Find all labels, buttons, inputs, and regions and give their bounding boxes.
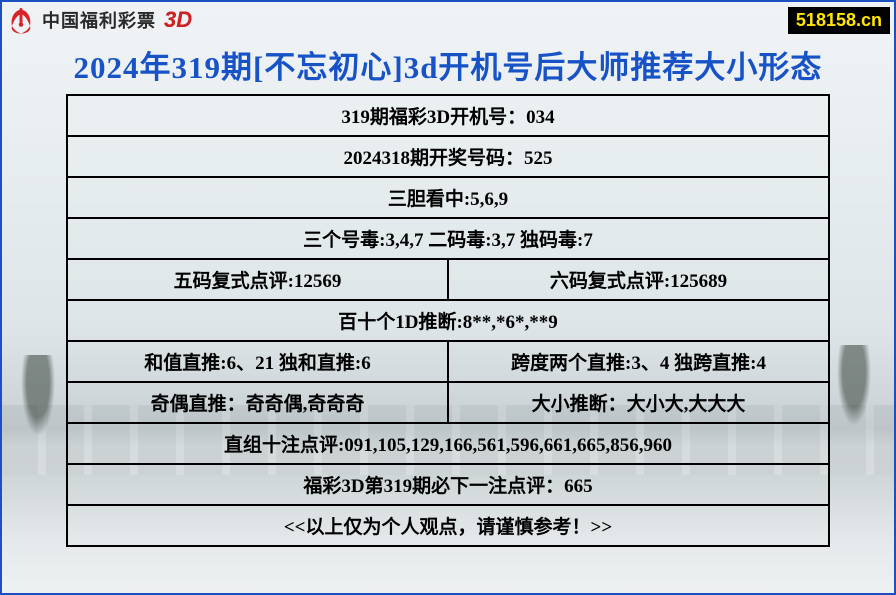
table-cell: 跨度两个直推:3、4 独跨直推:4 — [447, 342, 828, 381]
table-cell: 五码复式点评:12569 — [68, 260, 447, 299]
site-badge: 518158.cn — [788, 7, 890, 34]
table-cell: 2024318期开奖号码：525 — [68, 137, 828, 176]
table-cell: 319期福彩3D开机号：034 — [68, 96, 828, 135]
table-cell: 直组十注点评:091,105,129,166,561,596,661,665,8… — [68, 424, 828, 463]
table-row: 2024318期开奖号码：525 — [68, 137, 828, 178]
prediction-table: 319期福彩3D开机号：0342024318期开奖号码：525三胆看中:5,6,… — [66, 94, 830, 547]
logo-block: 中国福利彩票 3D — [6, 5, 192, 35]
table-row: 福彩3D第319期必下一注点评：665 — [68, 465, 828, 506]
table-row: 直组十注点评:091,105,129,166,561,596,661,665,8… — [68, 424, 828, 465]
table-row: <<以上仅为个人观点，请谨慎参考！>> — [68, 506, 828, 547]
table-cell: 三个号毒:3,4,7 二码毒:3,7 独码毒:7 — [68, 219, 828, 258]
table-cell: <<以上仅为个人观点，请谨慎参考！>> — [68, 506, 828, 545]
table-cell: 和值直推:6、21 独和直推:6 — [68, 342, 447, 381]
header-bar: 中国福利彩票 3D 518158.cn — [6, 4, 890, 36]
table-cell: 三胆看中:5,6,9 — [68, 178, 828, 217]
page-title: 2024年319期[不忘初心]3d开机号后大师推荐大小形态 — [0, 42, 896, 87]
table-cell: 百十个1D推断:8**,*6*,**9 — [68, 301, 828, 340]
table-cell: 六码复式点评:125689 — [447, 260, 828, 299]
table-row: 319期福彩3D开机号：034 — [68, 96, 828, 137]
table-row: 和值直推:6、21 独和直推:6跨度两个直推:3、4 独跨直推:4 — [68, 342, 828, 383]
table-row: 奇偶直推：奇奇偶,奇奇奇大小推断：大小大,大大大 — [68, 383, 828, 424]
table-row: 五码复式点评:12569六码复式点评:125689 — [68, 260, 828, 301]
table-row: 百十个1D推断:8**,*6*,**9 — [68, 301, 828, 342]
table-cell: 大小推断：大小大,大大大 — [447, 383, 828, 422]
brand-text-cn: 中国福利彩票 — [42, 7, 156, 33]
table-row: 三个号毒:3,4,7 二码毒:3,7 独码毒:7 — [68, 219, 828, 260]
table-cell: 奇偶直推：奇奇偶,奇奇奇 — [68, 383, 447, 422]
lottery-logo-icon — [6, 5, 36, 35]
brand-text-3d: 3D — [164, 7, 192, 33]
table-cell: 福彩3D第319期必下一注点评：665 — [68, 465, 828, 504]
table-row: 三胆看中:5,6,9 — [68, 178, 828, 219]
